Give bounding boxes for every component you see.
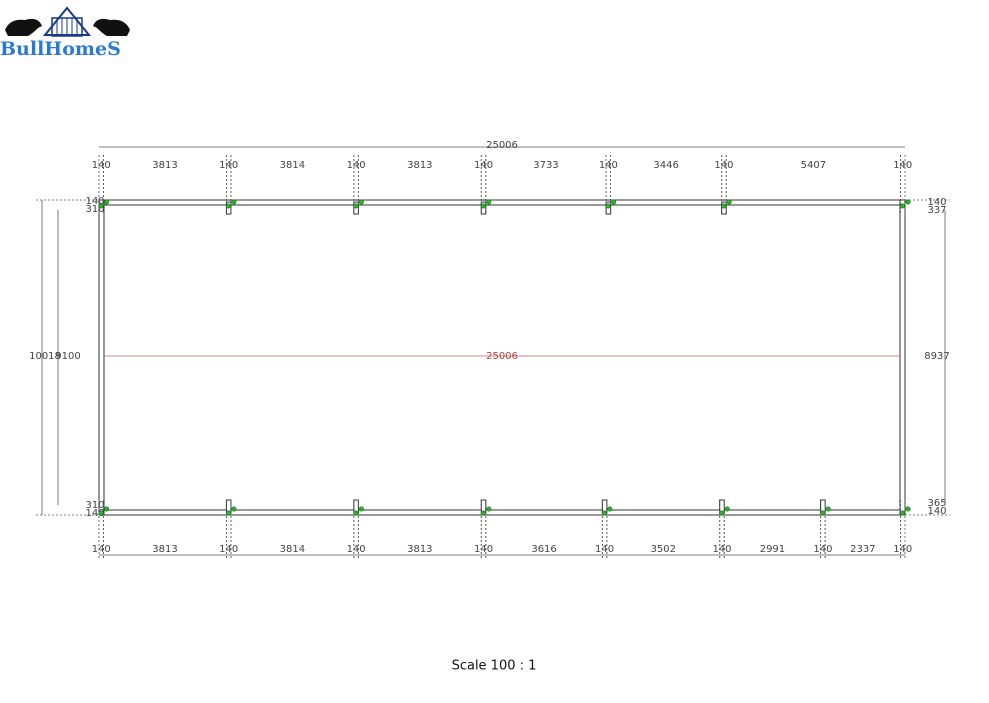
connector [353,203,359,209]
connector [486,199,492,205]
connector [231,506,237,512]
connector [726,199,732,205]
logo-bull-right [93,18,130,36]
wall-left [98,199,105,516]
dimension-label: 140 [599,160,618,171]
dimension-label: 3814 [280,160,305,171]
connector [899,203,905,209]
dimension-label: 140 [595,544,614,555]
dimension-label: 2337 [850,544,875,555]
post [480,499,487,513]
connector [721,203,727,209]
dimension-label: 3813 [407,160,432,171]
left-top-label: 140 [85,196,104,207]
dimension-label: 140 [92,544,111,555]
connector [719,510,725,516]
left-top-label: 310 [85,204,104,215]
logo: BullHomeS [0,6,130,60]
dimension-label: 3502 [651,544,676,555]
right-bottom-label: 365 [927,498,946,509]
connector [358,199,364,205]
connector [607,506,613,512]
connector [480,203,486,209]
logo-bars [56,18,78,36]
connector [225,203,231,209]
right-inner-label: 8937 [924,351,949,362]
floor-plan: 25006 25006 10018 9100 140 310 310 140 8… [29,140,950,560]
dimension-label: 5407 [801,160,826,171]
dimension-label: 140 [347,544,366,555]
center-label: 25006 [486,351,518,362]
left-bottom-label: 140 [85,508,104,519]
logo-text: BullHomeS [0,38,121,60]
left-overall-label: 10018 [29,351,61,362]
connector [231,199,237,205]
connector [486,506,492,512]
dimension-label: 140 [813,544,832,555]
dimension-label: 3733 [533,160,558,171]
connector [611,199,617,205]
connector [905,506,911,512]
dimension-label: 3616 [531,544,556,555]
connector [601,510,607,516]
dimension-label: 140 [474,544,493,555]
connector [825,506,831,512]
dimension-label: 140 [893,160,912,171]
dimension-label: 140 [712,544,731,555]
post [225,499,232,513]
left-inner-label: 9100 [55,351,80,362]
connector [98,510,104,516]
dimension-label: 2991 [760,544,785,555]
connector [225,510,231,516]
dimension-label: 3814 [280,544,305,555]
left-bottom-label: 310 [85,500,104,511]
scale-label: Scale 100 : 1 [452,659,537,674]
connector [104,199,110,205]
dimension-label: 3813 [152,160,177,171]
connector [480,510,486,516]
dimension-label: 140 [219,160,238,171]
connector [353,510,359,516]
connector [358,506,364,512]
right-bottom-label: 140 [927,506,946,517]
dimension-label: 140 [893,544,912,555]
right-top-label: 337 [927,205,946,216]
dimension-label: 140 [92,160,111,171]
dimension-label: 3446 [653,160,678,171]
post [601,499,608,513]
dimension-label: 140 [347,160,366,171]
connector [104,506,110,512]
right-top-label: 140 [927,197,946,208]
post [820,499,826,513]
post [353,499,359,513]
wall-top [98,199,906,206]
dimension-label: 3813 [152,544,177,555]
wall-right [899,199,906,516]
post [719,499,725,513]
connector [605,203,611,209]
dimension-label: 140 [219,544,238,555]
connector [98,203,104,209]
top-overall-label: 25006 [486,140,518,151]
connector [724,506,730,512]
logo-bull-left [5,18,42,36]
dimension-label: 140 [474,160,493,171]
connector [905,199,911,205]
dimension-label: 140 [714,160,733,171]
dimension-label: 3813 [407,544,432,555]
connector [899,510,905,516]
connector [820,510,826,516]
wall-bottom [98,509,906,516]
